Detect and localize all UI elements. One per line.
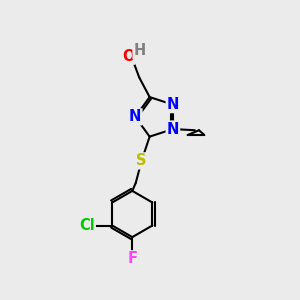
Text: N: N bbox=[129, 109, 142, 124]
Text: O: O bbox=[122, 49, 134, 64]
Text: H: H bbox=[134, 44, 146, 59]
Text: N: N bbox=[167, 122, 179, 136]
Text: F: F bbox=[127, 251, 137, 266]
Text: N: N bbox=[167, 97, 179, 112]
Text: S: S bbox=[136, 153, 147, 168]
Text: Cl: Cl bbox=[79, 218, 95, 233]
